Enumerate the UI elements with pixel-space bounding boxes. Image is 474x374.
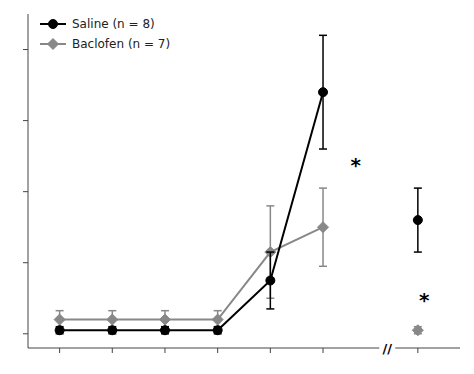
point: [212, 314, 223, 325]
annotation: *: [350, 153, 361, 177]
point: [213, 326, 222, 335]
error-bar-cap: [266, 205, 274, 207]
point: [319, 88, 328, 97]
error-bar-cap: [266, 251, 274, 253]
legend-marker: [48, 39, 59, 50]
series-line: [60, 92, 323, 330]
series: [55, 35, 327, 334]
point: [412, 325, 423, 336]
point: [55, 326, 64, 335]
error-bar-cap: [414, 187, 422, 189]
error-bar-cap: [56, 310, 64, 312]
point: [266, 276, 275, 285]
series: [413, 188, 422, 252]
background: [0, 0, 474, 374]
legend-item: Baclofen (n = 7): [40, 37, 170, 51]
error-bar: [108, 327, 116, 334]
point: [159, 314, 170, 325]
series: [412, 325, 423, 336]
y-tick: [23, 333, 28, 334]
x-tick: [164, 348, 165, 353]
y-axis-line: [28, 14, 29, 348]
error-bar: [214, 327, 222, 334]
annotation: *: [419, 288, 430, 312]
error-bar-cap: [319, 35, 327, 37]
series: [54, 188, 328, 328]
error-bar-cap: [414, 251, 422, 253]
series-line: [60, 227, 323, 319]
point: [160, 326, 169, 335]
annotations: * * //: [350, 153, 429, 356]
y-tick: [23, 49, 28, 50]
plot-area: [54, 35, 423, 335]
error-bar-cap: [319, 266, 327, 268]
error-bar-cap: [161, 310, 169, 312]
point: [108, 326, 117, 335]
y-tick: [23, 262, 28, 263]
x-tick: [417, 348, 418, 353]
error-bar: [161, 327, 169, 334]
error-bar-cap: [319, 187, 327, 189]
error-bar-cap: [214, 310, 222, 312]
x-tick: [270, 348, 271, 353]
x-tick: [217, 348, 218, 353]
error-bar-cap: [319, 148, 327, 150]
point: [54, 314, 65, 325]
error-bar: [319, 35, 327, 149]
legend-label: Baclofen (n = 7): [72, 37, 170, 51]
error-bar: [56, 327, 64, 334]
legend-item: Saline (n = 8): [40, 17, 155, 31]
error-bar: [414, 188, 422, 252]
point: [318, 222, 329, 233]
x-tick: [323, 348, 324, 353]
legend-label: Saline (n = 8): [72, 17, 155, 31]
y-tick: [23, 120, 28, 121]
error-bar: [266, 206, 274, 298]
legend: Saline (n = 8) Baclofen (n = 7): [40, 17, 170, 51]
axes: [23, 14, 460, 353]
y-tick: [23, 191, 28, 192]
error-bar: [266, 252, 274, 309]
x-tick: [59, 348, 60, 353]
x-tick: [112, 348, 113, 353]
legend-marker: [49, 20, 58, 29]
axis-break: //: [383, 341, 393, 356]
chart: * * // Saline (n = 8) Baclofen (n = 7): [0, 0, 474, 374]
point: [107, 314, 118, 325]
error-bar-cap: [108, 310, 116, 312]
error-bar-cap: [266, 308, 274, 310]
point: [413, 216, 422, 225]
